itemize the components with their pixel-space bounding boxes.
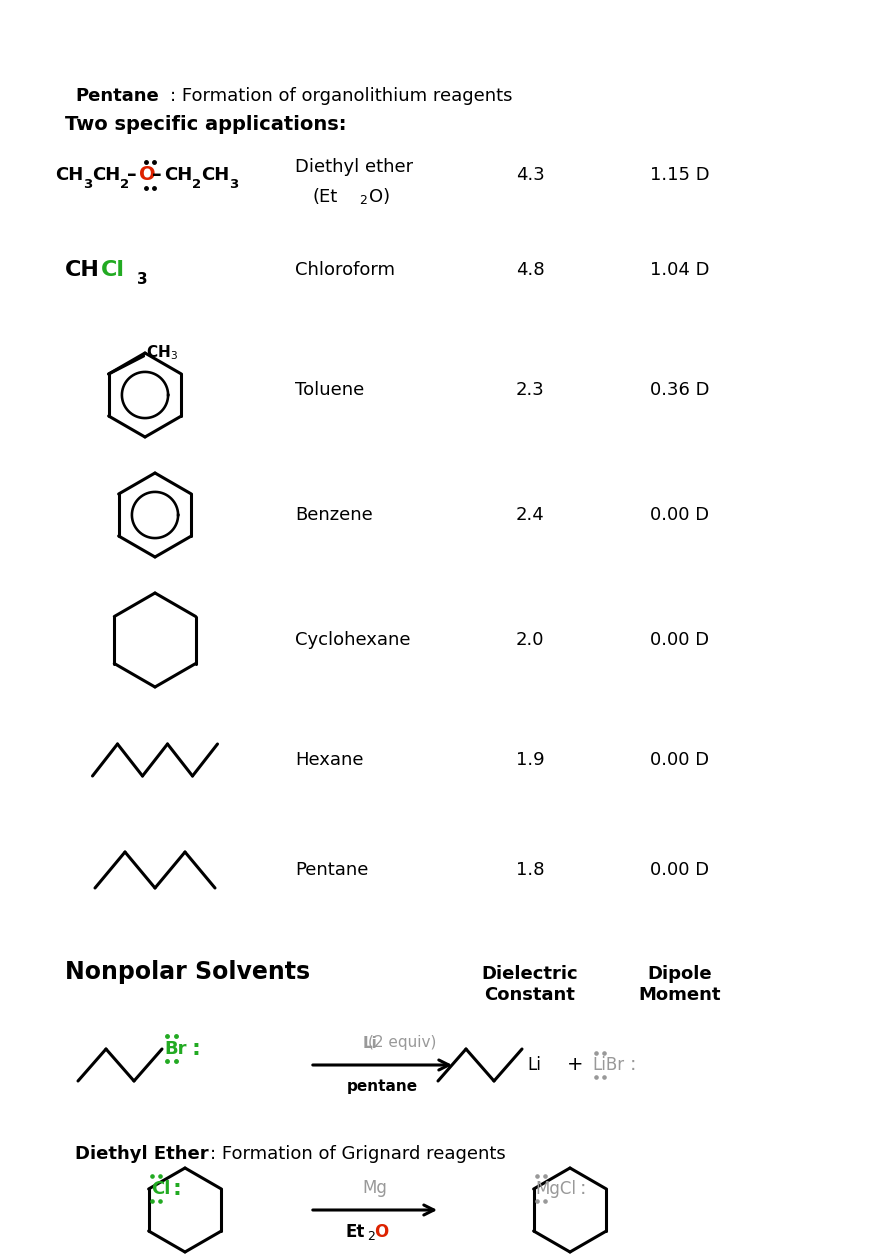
Text: Cl: Cl (150, 1179, 170, 1198)
Text: Chloroform: Chloroform (295, 261, 395, 279)
Text: Br: Br (164, 1040, 186, 1058)
Text: CH: CH (55, 166, 83, 183)
Text: 0.00 D: 0.00 D (650, 631, 710, 649)
Text: Hexane: Hexane (295, 751, 364, 769)
Text: 2.3: 2.3 (516, 381, 545, 399)
Text: Cyclohexane: Cyclohexane (295, 631, 411, 649)
Text: Pentane: Pentane (295, 862, 368, 879)
Text: 2: 2 (367, 1231, 375, 1243)
Text: Pentane: Pentane (75, 87, 159, 106)
Text: CH: CH (65, 260, 100, 280)
Text: CH: CH (164, 166, 192, 183)
Text: +: + (567, 1055, 584, 1074)
Text: O: O (139, 166, 156, 185)
Text: 0.00 D: 0.00 D (650, 506, 710, 524)
Text: 2: 2 (120, 178, 129, 191)
Text: 0.00 D: 0.00 D (650, 751, 710, 769)
Text: CH: CH (92, 166, 121, 183)
Text: 3: 3 (137, 273, 148, 288)
Text: 3: 3 (229, 178, 239, 191)
Text: :: : (630, 1055, 636, 1074)
Text: 4.8: 4.8 (516, 261, 545, 279)
Text: 0.36 D: 0.36 D (650, 381, 710, 399)
Text: 2.4: 2.4 (516, 506, 545, 524)
Text: Li: Li (363, 1035, 378, 1050)
Text: Et: Et (345, 1223, 364, 1241)
Text: : Formation of Grignard reagents: : Formation of Grignard reagents (210, 1145, 506, 1163)
Text: –: – (127, 166, 136, 185)
Text: Nonpolar Solvents: Nonpolar Solvents (65, 960, 310, 983)
Text: –: – (152, 166, 162, 185)
Text: Diethyl ether: Diethyl ether (295, 158, 413, 176)
Text: LiBr: LiBr (592, 1056, 624, 1074)
Text: (2 equiv): (2 equiv) (368, 1035, 437, 1050)
Text: :: : (192, 1039, 201, 1059)
Text: O: O (374, 1223, 388, 1241)
Text: 4.3: 4.3 (516, 166, 545, 183)
Text: 1.15 D: 1.15 D (650, 166, 710, 183)
Text: Dielectric
Constant: Dielectric Constant (482, 965, 579, 1004)
Text: Benzene: Benzene (295, 506, 372, 524)
Text: Diethyl Ether: Diethyl Ether (75, 1145, 209, 1163)
Text: 2: 2 (192, 178, 201, 191)
Text: 1.9: 1.9 (516, 751, 545, 769)
Text: 2: 2 (359, 195, 367, 207)
Text: :: : (173, 1179, 182, 1199)
Text: Cl: Cl (101, 260, 125, 280)
Text: Mg: Mg (363, 1179, 387, 1197)
Text: Toluene: Toluene (295, 381, 364, 399)
Text: Dipole
Moment: Dipole Moment (639, 965, 721, 1004)
Text: : Formation of organolithium reagents: : Formation of organolithium reagents (170, 87, 512, 106)
Text: 2.0: 2.0 (516, 631, 545, 649)
Text: Two specific applications:: Two specific applications: (65, 116, 346, 134)
Text: MgCl: MgCl (536, 1179, 577, 1198)
Text: (Et: (Et (313, 188, 338, 206)
Text: 3: 3 (83, 178, 93, 191)
Text: :: : (579, 1179, 586, 1198)
Text: CH$_3$: CH$_3$ (146, 344, 177, 362)
Text: 1.04 D: 1.04 D (650, 261, 710, 279)
Text: pentane: pentane (347, 1079, 418, 1094)
Text: 0.00 D: 0.00 D (650, 862, 710, 879)
Text: CH: CH (201, 166, 229, 183)
Text: Li: Li (527, 1056, 541, 1074)
Text: 1.8: 1.8 (516, 862, 545, 879)
Text: O): O) (369, 188, 390, 206)
